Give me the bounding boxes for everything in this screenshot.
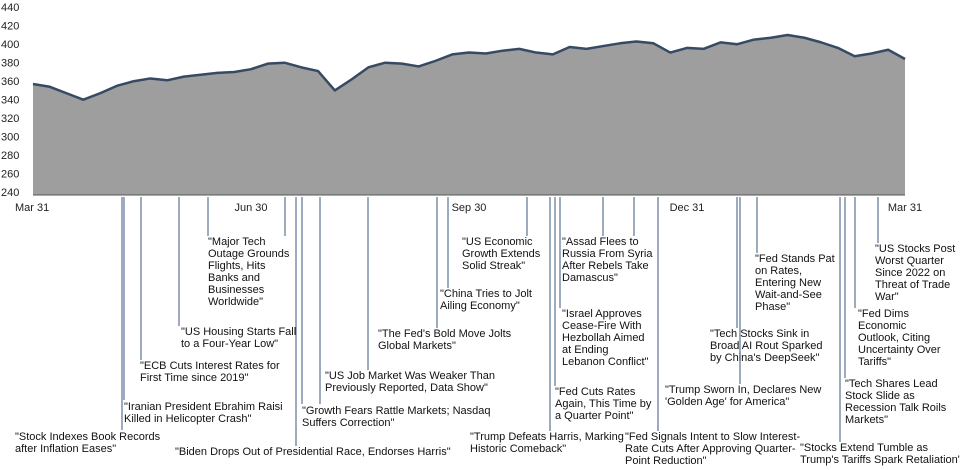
annotation-text: Killed in Helicopter Crash": [124, 413, 251, 425]
annotation-text: Markets": [845, 414, 888, 426]
y-tick-label: 380: [1, 58, 19, 70]
annotation-text: "US Stocks Post: [875, 243, 955, 255]
annotation-text: Trump's Tariffs Spark Retaliation": [800, 454, 960, 466]
annotation-text: "Trump Sworn In, Declares New: [665, 384, 821, 396]
annotation-text: Point Reduction": [625, 455, 707, 467]
annotation-text: Wait-and-See: [755, 289, 822, 301]
annotation-text: First Time since 2019": [140, 372, 249, 384]
annotation-text: "Trump Defeats Harris, Marking: [470, 431, 624, 443]
annotation-text: Worldwide": [208, 296, 263, 308]
y-tick-label: 440: [1, 2, 19, 14]
annotation-text: Lebanon Conflict": [562, 356, 649, 368]
y-tick-label: 280: [1, 150, 19, 162]
annotation-text: "Stocks Extend Tumble as: [800, 442, 929, 454]
annotation-text: Entering New: [755, 277, 821, 289]
annotation-text: "Israel Approves: [562, 308, 642, 320]
y-tick-label: 420: [1, 21, 19, 33]
annotation-text: Suffers Correction": [302, 417, 394, 429]
x-tick-label: Mar 31: [888, 202, 922, 214]
annotation-text: "Assad Flees to: [562, 236, 639, 248]
annotation-text: after Inflation Eases": [15, 443, 116, 455]
annotation-text: War": [875, 291, 899, 303]
annotation-text: "Iranian President Ebrahim Raisi: [124, 401, 283, 413]
annotation-text: Tariffs": [858, 356, 891, 368]
x-tick-label: Mar 31: [15, 202, 49, 214]
y-tick-label: 340: [1, 95, 19, 107]
annotation-text: Since 2022 on: [875, 267, 945, 279]
annotation-text: Economic: [858, 320, 907, 332]
y-tick-label: 300: [1, 132, 19, 144]
annotation-text: "China Tries to Jolt: [440, 288, 532, 300]
y-tick-label: 260: [1, 169, 19, 181]
annotation-text: Businesses: [208, 284, 265, 296]
area: [33, 34, 905, 195]
y-tick-label: 320: [1, 113, 19, 125]
annotation-text: Hezbollah Aimed: [562, 332, 645, 344]
annotation-text: "Growth Fears Rattle Markets; Nasdaq: [302, 405, 491, 417]
annotation-text: Recession Talk Roils: [845, 402, 947, 414]
y-tick-label: 240: [1, 187, 19, 199]
annotation-text: Phase": [755, 301, 790, 313]
annotation-text: Stock Slide as: [845, 390, 915, 402]
annotation-text: "Fed Stands Pat: [755, 253, 835, 265]
annotation-text: Russia From Syria: [562, 248, 653, 260]
annotation-text: to a Four-Year Low": [181, 338, 278, 350]
annotation-text: on Rates,: [755, 265, 802, 277]
annotation-text: "US Economic: [462, 236, 533, 248]
annotation-text: by China's DeepSeek": [710, 352, 819, 364]
annotation-text: Banks and: [208, 272, 260, 284]
annotation-text: Flights, Hits: [208, 260, 266, 272]
annotation-text: Rate Cuts After Approving Quarter-: [625, 443, 796, 455]
x-tick-label: Dec 31: [670, 202, 705, 214]
annotation-text: 'Golden Age' for America": [665, 396, 789, 408]
x-tick-label: Sep 30: [452, 202, 487, 214]
annotation-text: "Fed Cuts Rates: [555, 386, 636, 398]
annotation-text: Growth Extends: [462, 248, 541, 260]
annotation-text: Worst Quarter: [875, 255, 944, 267]
annotation-text: Again, This Time by: [555, 398, 652, 410]
annotation-text: After Rebels Take: [562, 260, 649, 272]
annotation-text: "Stock Indexes Book Records: [15, 431, 161, 443]
y-tick-label: 400: [1, 39, 19, 51]
annotation-text: "Tech Shares Lead: [845, 378, 938, 390]
annotation-text: "US Housing Starts Fall: [181, 326, 296, 338]
y-tick-label: 360: [1, 76, 19, 88]
annotation-text: "The Fed's Bold Move Jolts: [378, 328, 512, 340]
annotation-text: Global Markets": [378, 340, 456, 352]
annotation-text: a Quarter Point": [555, 410, 634, 422]
annotation-text: at Ending: [562, 344, 608, 356]
x-tick-label: Jun 30: [234, 202, 267, 214]
annotation-text: "Fed Signals Intent to Slow Interest-: [625, 431, 800, 443]
annotation-text: "ECB Cuts Interest Rates for: [140, 360, 280, 372]
annotation-text: Broad AI Rout Sparked: [710, 340, 823, 352]
line: [32, 33, 906, 101]
annotation-text: Outlook, Citing: [858, 332, 930, 344]
annotation-text: Historic Comeback": [470, 443, 566, 455]
annotation-text: "Biden Drops Out of Presidential Race, E…: [175, 446, 451, 458]
annotation-text: "Fed Dims: [858, 308, 909, 320]
annotation-text: Damascus": [562, 272, 618, 284]
annotation-text: Previously Reported, Data Show": [325, 382, 488, 394]
annotation-text: "Major Tech: [208, 236, 266, 248]
annotation-text: Uncertainty Over: [858, 344, 941, 356]
annotation-text: Ailing Economy": [440, 300, 520, 312]
annotation-text: Threat of Trade: [875, 279, 950, 291]
annotation-text: Cease-Fire With: [562, 320, 641, 332]
annotation-text: "Tech Stocks Sink in: [710, 328, 809, 340]
annotation-text: Outage Grounds: [208, 248, 290, 260]
annotation-text: "US Job Market Was Weaker Than: [325, 370, 495, 382]
annotation-text: Solid Streak": [462, 260, 525, 272]
